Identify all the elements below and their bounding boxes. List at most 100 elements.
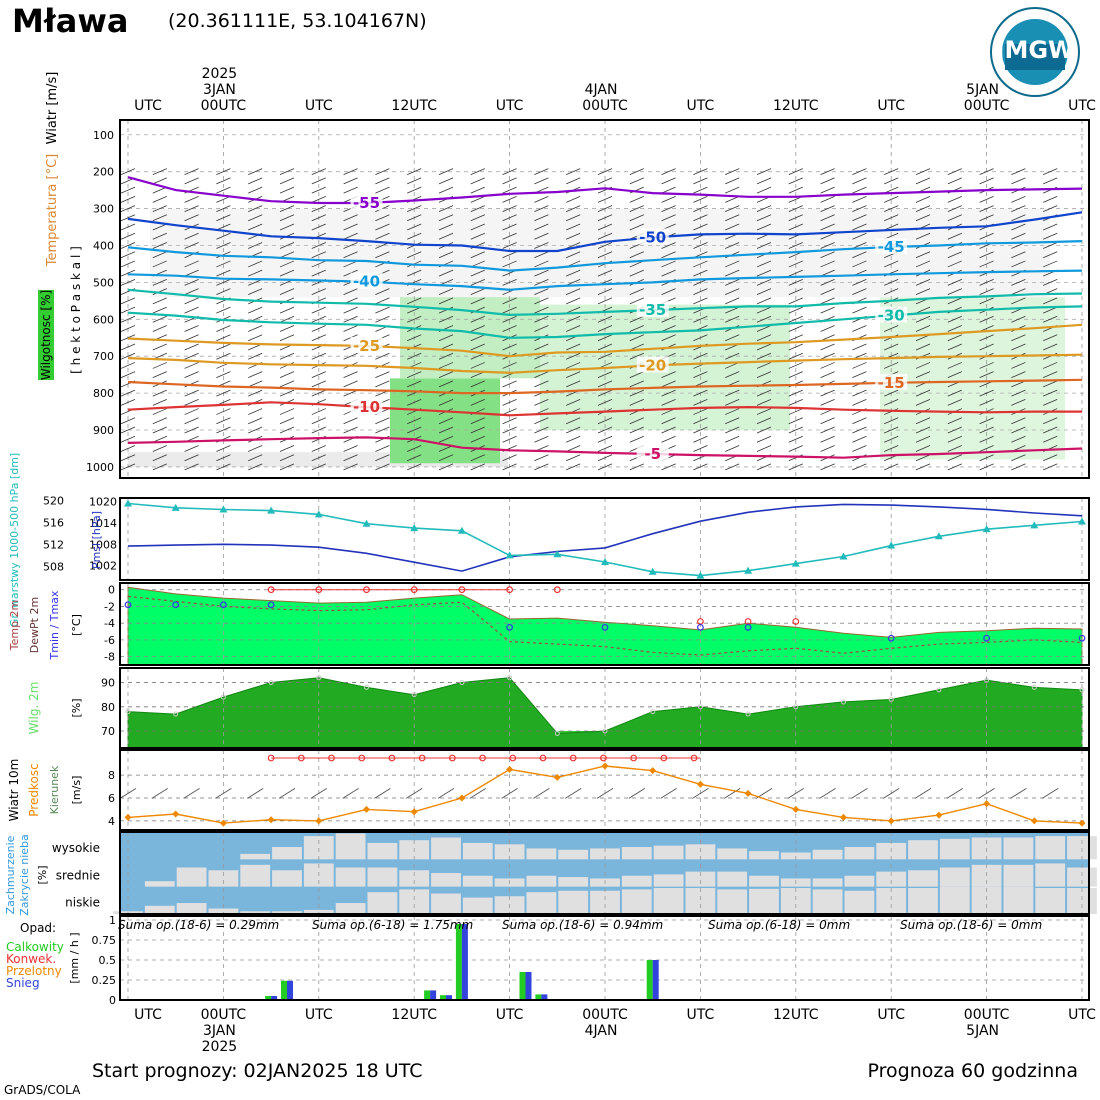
cloud-bar [272,847,302,860]
wind-barb [184,417,199,425]
wind-barb [375,177,390,185]
gpt-marker [505,551,514,559]
surface-wind-barb [628,788,646,799]
wind-barb [438,435,454,443]
wind-barb [979,398,994,406]
cloud-bar [303,909,334,914]
cloud-unit-label: [%] [36,865,49,884]
wind-barb [216,186,231,194]
wind-barb [693,371,708,379]
bottom-hour-label: 00UTC [201,1007,247,1023]
wind-barb [311,195,326,203]
precip-sum-label: Suma op.(6-18) = 1.75mm [312,918,473,932]
wind-barb [1043,260,1058,268]
wind-barb [566,343,581,351]
wind-barb [788,177,803,185]
wind-barb [725,279,740,286]
surface-wind-barb [851,788,868,799]
wind-barb [216,352,231,360]
precip-bar-total [455,924,462,1000]
precip-bar-snow [430,990,437,1000]
wind-speed-marker [1030,817,1038,825]
wind-barb [725,371,740,379]
wind-barb [311,242,326,249]
wind-barb [502,279,517,286]
cloud-bar [621,847,652,860]
wind-barb [597,435,613,443]
wind-barb [438,269,454,277]
wind-barb [216,242,231,249]
precip-panel: 1 0.75 0.5 0.25 0 Suma op.(18-6) = 0.29mm Suma… [6,914,1089,1007]
wind-barb [820,242,835,249]
wind-barb [915,288,931,295]
cloud-bar [653,888,684,914]
wind-barb [534,362,549,369]
wind-barb [343,315,358,323]
wind-barb [947,251,962,259]
wind-barb [152,426,167,434]
wind-barb [407,463,422,471]
wind-barb [502,223,517,231]
wind-barb [979,371,994,379]
wind-speed-marker [553,773,561,781]
wind-barb [947,463,962,471]
wind-barb [184,306,199,314]
wind-barb [120,445,136,452]
surface-wind-barb [787,788,805,799]
pressure-axis-label: [ h e k t o P a s k a l ] [69,246,83,374]
cloud-bar [462,875,493,887]
surface-wind-barb [819,788,836,799]
wind-barb [470,398,485,406]
precip-bar-total [646,960,653,1000]
cloud-bar [812,889,843,914]
top-date-year: 2025 [202,66,238,82]
wind-barb [375,186,390,194]
wind-barb [1011,343,1026,351]
wind-barb [979,168,994,176]
wind-barb [629,214,644,222]
wind-barb [788,315,803,323]
wind-barb [407,269,422,277]
pmsl-tick-label: 1002 [89,560,117,573]
wind-barb [629,223,644,231]
wind-barb [661,214,676,222]
wind-barb [979,463,994,471]
wind-barb [566,168,581,176]
gpt-marker [982,525,991,533]
wind-barb [152,343,167,351]
gust-marker [297,754,305,762]
gpt-marker [696,571,705,579]
humidity-unit-label: [%] [70,698,83,717]
isotherm-label-bg [875,237,908,254]
wind-barb [788,214,803,222]
surface-wind-barb [978,788,995,799]
wind-barb [979,362,994,369]
wind-barb [502,306,517,314]
top-date-day: 5JAN [966,82,999,98]
wind-barb [248,269,263,277]
wind-barb [629,463,644,471]
cloud-bar [939,838,970,860]
tmin-marker [601,623,609,631]
wind-barb [852,389,867,397]
wind-barb [1011,362,1026,369]
wind-barb [566,223,581,231]
cloud-bar [749,875,779,887]
wind-barb [152,195,167,203]
forecast-range: Prognoza 60 godzinna [868,1060,1078,1082]
wind-barb [788,417,803,425]
wind-barb [248,334,263,342]
temperature-panel: 0 -2 -4 -6 -8 Temp 2m DewPt 2m Tmin / Tmax [°C] [8,583,1089,666]
isotherm-label: -10 [353,398,380,416]
wind-barb [756,362,772,369]
wind-barb [629,334,644,342]
wind-barb [375,463,390,471]
surface-wind-barb [914,788,932,799]
wind-barb [788,352,803,360]
cloud-bar [462,897,493,914]
wind-barb [1011,288,1026,295]
isotherm-label: -35 [639,301,666,319]
wind-barb [470,426,485,434]
wind-barb [184,177,199,185]
wind-barb [725,417,740,425]
